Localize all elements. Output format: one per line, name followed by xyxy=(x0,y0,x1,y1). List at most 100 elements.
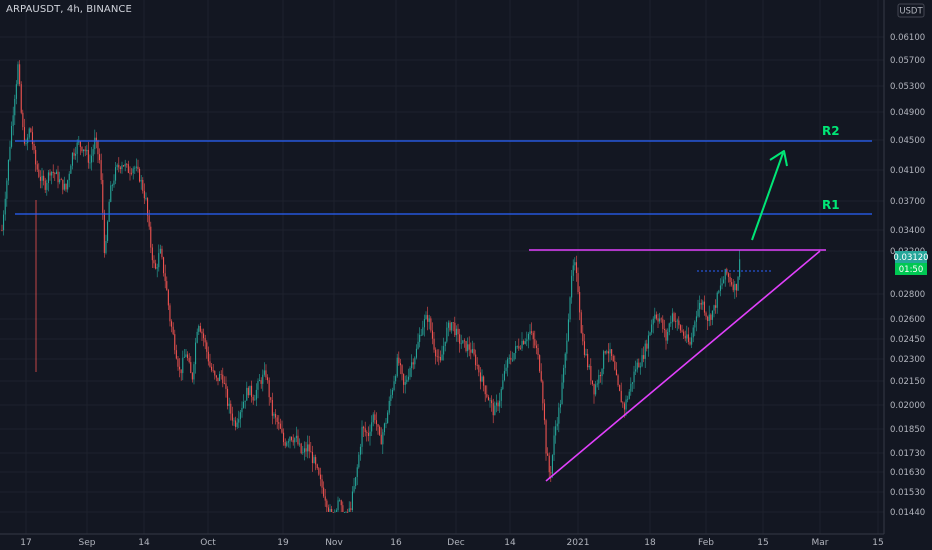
candle-body xyxy=(430,318,432,331)
time-tick-label: Dec xyxy=(447,538,464,548)
candle-body xyxy=(638,362,640,368)
candle-body xyxy=(124,163,126,167)
candle-body xyxy=(495,402,497,406)
candle-body xyxy=(473,349,475,355)
candle-body xyxy=(611,349,613,356)
candle-body xyxy=(639,366,641,368)
candle-body xyxy=(94,137,96,150)
candle-body xyxy=(625,399,627,410)
candle-body xyxy=(193,364,195,380)
candle-body xyxy=(246,387,248,401)
time-axis[interactable]: 17 Sep 14 Oct 19 Nov 16 Dec 14 2021 18 Feb 15 Mar 15 xyxy=(0,533,884,548)
triangle-rising-support-line[interactable] xyxy=(545,250,821,482)
candle-body xyxy=(43,175,45,181)
candle-body xyxy=(724,269,726,280)
candle-body xyxy=(156,267,158,269)
price-tick-label: 0.06100 xyxy=(890,33,925,43)
candle-body xyxy=(647,335,649,349)
candle-body xyxy=(297,435,299,445)
candle-body xyxy=(308,444,310,452)
candle-body xyxy=(393,381,395,390)
candle-body xyxy=(567,319,569,341)
symbol-title: ARPAUSDT, 4h, BINANCE xyxy=(6,4,132,15)
candle-body xyxy=(535,345,537,348)
time-tick-label: Sep xyxy=(79,538,96,548)
candle-body xyxy=(263,370,265,375)
candle-body xyxy=(711,310,713,320)
candle-body xyxy=(137,166,139,169)
candle-body xyxy=(404,382,406,385)
candle-body xyxy=(270,397,272,400)
candle-body xyxy=(444,341,446,347)
candle-body xyxy=(87,149,89,163)
candle-body xyxy=(574,262,576,266)
candle-body xyxy=(262,374,264,384)
candle-body xyxy=(127,164,129,173)
candle-body xyxy=(169,305,171,322)
candle-body xyxy=(30,128,32,133)
candle-body xyxy=(505,367,507,372)
candle-body xyxy=(102,180,104,213)
candle-body xyxy=(70,165,72,174)
candle-body xyxy=(550,472,552,474)
candle-body xyxy=(148,215,150,227)
candle-body xyxy=(431,330,433,339)
candle-body xyxy=(347,512,349,513)
candle-body xyxy=(139,169,141,182)
candle-body xyxy=(276,417,278,422)
candle-body xyxy=(479,372,481,382)
candle-body xyxy=(630,383,632,392)
candle-body xyxy=(158,253,160,268)
candle-body xyxy=(537,348,539,355)
candle-body xyxy=(575,262,577,273)
candle-body xyxy=(340,500,342,506)
candle-body xyxy=(92,149,94,156)
candle-body xyxy=(220,374,222,375)
candle-body xyxy=(540,371,542,382)
candle-body xyxy=(235,420,237,427)
candle-body xyxy=(78,141,80,143)
candle-body xyxy=(281,428,283,433)
candle-body xyxy=(372,414,374,423)
candle-body xyxy=(342,505,344,512)
candle-body xyxy=(86,149,88,152)
candle-body xyxy=(182,357,184,374)
candle-body xyxy=(343,512,345,513)
candle-body xyxy=(375,420,377,425)
candle-body xyxy=(206,342,208,352)
candle-body xyxy=(44,180,46,190)
candle-body xyxy=(174,334,176,351)
candle-body xyxy=(383,423,385,433)
candle-body xyxy=(164,273,166,282)
candle-body xyxy=(219,374,221,381)
countdown-value: 01:50 xyxy=(899,265,924,275)
candle-body xyxy=(623,403,625,410)
candle-body xyxy=(275,413,277,418)
candle-body xyxy=(321,479,323,488)
time-tick-label: Mar xyxy=(812,538,829,548)
candle-body xyxy=(582,332,584,342)
candle-body xyxy=(615,369,617,376)
candle-body xyxy=(367,433,369,436)
candle-body xyxy=(526,339,528,342)
candle-body xyxy=(227,388,229,406)
candle-body xyxy=(468,344,470,350)
candle-body xyxy=(331,509,333,512)
grid xyxy=(0,0,884,534)
candle-body xyxy=(702,301,704,305)
candle-body xyxy=(49,172,51,176)
candle-body xyxy=(39,176,41,181)
price-axis[interactable]: 0.06100 0.05700 0.05300 0.04900 0.04500 0.041… xyxy=(883,0,932,550)
candle-body xyxy=(126,163,128,165)
candle-body xyxy=(569,297,571,320)
candle-body xyxy=(196,331,198,343)
candle-body xyxy=(163,257,165,274)
candle-body xyxy=(631,382,633,384)
candle-body xyxy=(619,385,621,391)
candle-body xyxy=(532,332,534,340)
candle-body xyxy=(446,327,448,342)
candle-body xyxy=(35,149,37,165)
candle-body xyxy=(695,316,697,322)
candle-body xyxy=(214,371,216,376)
